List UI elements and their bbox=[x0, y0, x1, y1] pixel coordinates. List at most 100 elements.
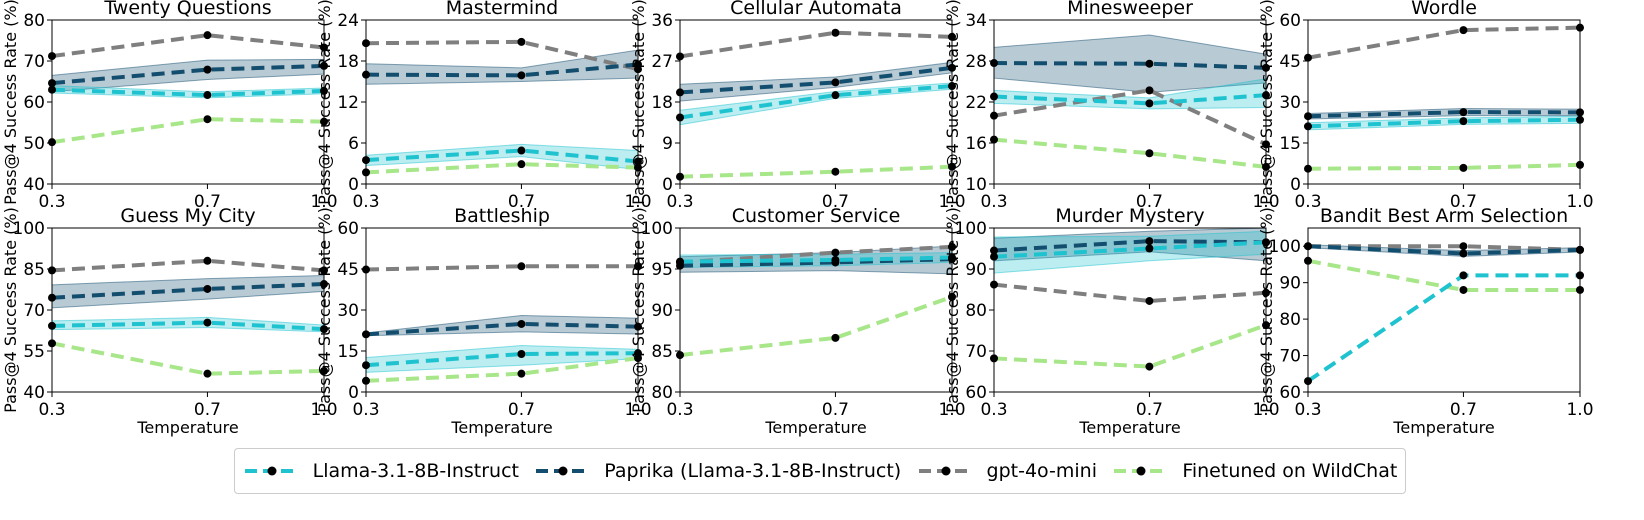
series-line-paprika-llama-3-1-8b-instruct bbox=[993, 61, 1267, 70]
plot-frame bbox=[51, 19, 325, 185]
y-axis-label: Pass@4 Success Rate (%) bbox=[315, 207, 334, 413]
point-finetuned-on-wildchat bbox=[517, 160, 526, 169]
point-llama-3-1-8b-instruct bbox=[203, 318, 212, 327]
point-paprika-llama-3-1-8b-instruct bbox=[1145, 59, 1154, 68]
point-paprika-llama-3-1-8b-instruct bbox=[1459, 108, 1468, 117]
y-tick-label: 0 bbox=[662, 175, 673, 195]
subplot-title: Mastermind bbox=[446, 0, 558, 19]
point-llama-3-1-8b-instruct bbox=[1459, 271, 1468, 280]
y-tick-label: 100 bbox=[641, 219, 673, 239]
y-axis-label: Pass@4 Success Rate (%) bbox=[629, 207, 648, 413]
y-tick-label: 70 bbox=[23, 301, 45, 321]
series-line-finetuned-on-wildchat bbox=[51, 341, 325, 376]
x-tick-label: 1.0 bbox=[938, 400, 965, 420]
legend-swatch-wildchat bbox=[1114, 466, 1169, 476]
point-llama-3-1-8b-instruct bbox=[1145, 99, 1154, 108]
x-tick-label: 0.3 bbox=[352, 192, 379, 212]
y-tick-label: 85 bbox=[651, 342, 673, 362]
x-tick-label: 0.7 bbox=[194, 192, 221, 212]
x-tick-label: 0.3 bbox=[1294, 192, 1321, 212]
series-line-paprika-llama-3-1-8b-instruct bbox=[51, 63, 325, 86]
series-line-llama-3-1-8b-instruct bbox=[993, 240, 1267, 259]
y-tick-label: 0 bbox=[348, 383, 359, 403]
point-finetuned-on-wildchat bbox=[831, 167, 840, 176]
series-line-gpt-4o-mini bbox=[1307, 25, 1581, 60]
y-tick-label: 100 bbox=[13, 219, 45, 239]
subplot-title: Murder Mystery bbox=[1055, 205, 1204, 227]
y-tick-label: 70 bbox=[1279, 347, 1301, 367]
legend: Llama-3.1-8B-Instruct Paprika (Llama-3.1… bbox=[234, 448, 1406, 494]
legend-item-llama: Llama-3.1-8B-Instruct bbox=[243, 460, 519, 482]
point-gpt-4o-mini bbox=[1145, 86, 1154, 95]
point-llama-3-1-8b-instruct bbox=[1145, 244, 1154, 253]
point-finetuned-on-wildchat bbox=[517, 369, 526, 378]
subplot-title: Wordle bbox=[1411, 0, 1477, 19]
x-tick-label: 0.3 bbox=[666, 192, 693, 212]
y-tick-label: 10 bbox=[965, 175, 987, 195]
point-paprika-llama-3-1-8b-instruct bbox=[831, 78, 840, 87]
y-tick-label: 36 bbox=[651, 11, 673, 31]
point-llama-3-1-8b-instruct bbox=[831, 255, 840, 264]
legend-label-gpt4omini: gpt-4o-mini bbox=[986, 460, 1097, 482]
y-tick-label: 60 bbox=[337, 219, 359, 239]
y-tick-label: 22 bbox=[965, 93, 987, 113]
y-tick-label: 18 bbox=[651, 93, 673, 113]
point-llama-3-1-8b-instruct bbox=[517, 146, 526, 155]
y-tick-label: 60 bbox=[1279, 11, 1301, 31]
band-llama-3-1-8b-instruct bbox=[365, 345, 639, 373]
series-line-gpt-4o-mini bbox=[51, 258, 325, 273]
series-line-paprika-llama-3-1-8b-instruct bbox=[365, 321, 639, 337]
series-line-finetuned-on-wildchat bbox=[993, 323, 1267, 369]
band-paprika-llama-3-1-8b-instruct bbox=[51, 275, 325, 309]
point-llama-3-1-8b-instruct bbox=[203, 91, 212, 100]
y-tick-label: 100 bbox=[955, 219, 987, 239]
x-tick-label: 1.0 bbox=[310, 400, 337, 420]
y-tick-label: 34 bbox=[965, 11, 987, 31]
subplot-title: Twenty Questions bbox=[103, 0, 271, 19]
series-line-paprika-llama-3-1-8b-instruct bbox=[993, 239, 1267, 253]
series-line-llama-3-1-8b-instruct bbox=[365, 148, 639, 164]
series-line-paprika-llama-3-1-8b-instruct bbox=[365, 62, 639, 78]
y-tick-label: 50 bbox=[23, 134, 45, 154]
y-axis-label: Pass@4 Success Rate (%) bbox=[1257, 0, 1276, 205]
x-tick-label: 0.7 bbox=[822, 192, 849, 212]
subplot-title: Bandit Best Arm Selection bbox=[1320, 205, 1568, 227]
series-line-llama-3-1-8b-instruct bbox=[993, 93, 1267, 106]
y-tick-label: 85 bbox=[23, 260, 45, 280]
y-tick-label: 9 bbox=[662, 134, 673, 154]
series-line-llama-3-1-8b-instruct bbox=[51, 320, 325, 332]
series-line-finetuned-on-wildchat bbox=[365, 356, 639, 383]
point-finetuned-on-wildchat bbox=[1459, 285, 1468, 294]
point-paprika-llama-3-1-8b-instruct bbox=[1145, 237, 1154, 246]
point-gpt-4o-mini bbox=[1145, 296, 1154, 305]
point-finetuned-on-wildchat bbox=[1145, 149, 1154, 158]
y-tick-label: 80 bbox=[651, 383, 673, 403]
legend-label-llama: Llama-3.1-8B-Instruct bbox=[312, 460, 519, 482]
legend-item-gpt4omini: gpt-4o-mini bbox=[917, 460, 1097, 482]
plot-frame bbox=[1307, 227, 1581, 393]
series-line-gpt-4o-mini bbox=[365, 39, 639, 72]
series-line-paprika-llama-3-1-8b-instruct bbox=[1307, 244, 1581, 256]
point-gpt-4o-mini bbox=[1459, 26, 1468, 35]
y-tick-label: 95 bbox=[651, 260, 673, 280]
x-tick-label: 0.3 bbox=[980, 400, 1007, 420]
series-line-finetuned-on-wildchat bbox=[993, 137, 1267, 169]
x-axis-label: Temperature bbox=[136, 418, 238, 437]
y-tick-label: 80 bbox=[965, 301, 987, 321]
x-tick-label: 1.0 bbox=[1566, 192, 1593, 212]
y-tick-label: 30 bbox=[337, 301, 359, 321]
y-tick-label: 30 bbox=[1279, 93, 1301, 113]
y-tick-label: 12 bbox=[337, 93, 359, 113]
legend-swatch-llama bbox=[244, 466, 299, 476]
y-tick-label: 90 bbox=[965, 260, 987, 280]
y-tick-label: 45 bbox=[1279, 52, 1301, 72]
y-tick-label: 6 bbox=[348, 134, 359, 154]
legend-label-paprika: Paprika (Llama-3.1-8B-Instruct) bbox=[604, 460, 902, 482]
subplot-title: Battleship bbox=[454, 205, 550, 227]
y-tick-label: 45 bbox=[337, 260, 359, 280]
point-finetuned-on-wildchat bbox=[203, 369, 212, 378]
